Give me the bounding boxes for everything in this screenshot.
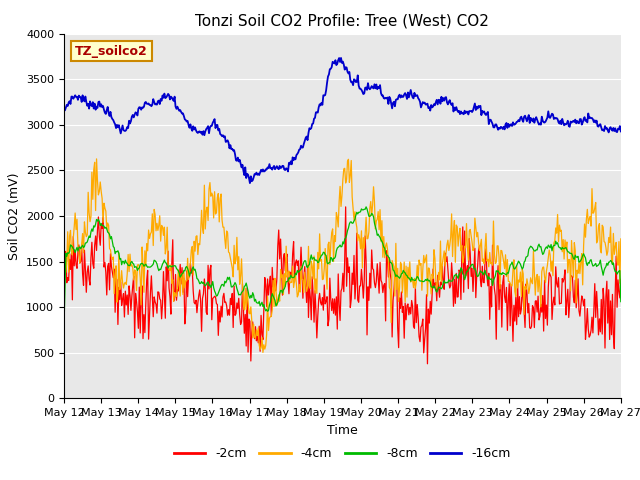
-4cm xyxy=(314,250,322,255)
-16cm xyxy=(60,104,68,110)
-8cm xyxy=(312,257,320,263)
X-axis label: Time: Time xyxy=(327,424,358,437)
-8cm xyxy=(362,204,370,210)
-2cm xyxy=(342,204,349,210)
Line: -4cm: -4cm xyxy=(64,159,621,352)
-16cm xyxy=(481,111,489,117)
-8cm xyxy=(159,261,166,267)
-2cm xyxy=(60,274,68,280)
-8cm xyxy=(204,280,211,286)
-16cm xyxy=(434,102,442,108)
-4cm xyxy=(60,274,68,279)
-16cm xyxy=(313,109,321,115)
-4cm xyxy=(481,244,489,250)
-2cm xyxy=(481,256,489,262)
-16cm xyxy=(159,93,166,98)
-8cm xyxy=(60,324,68,330)
Line: -8cm: -8cm xyxy=(64,207,621,327)
Line: -2cm: -2cm xyxy=(64,207,621,364)
-16cm xyxy=(246,180,253,186)
Line: -16cm: -16cm xyxy=(64,58,621,183)
-4cm xyxy=(93,156,100,162)
-4cm xyxy=(159,232,167,238)
-16cm xyxy=(204,125,211,131)
Legend: -2cm, -4cm, -8cm, -16cm: -2cm, -4cm, -8cm, -16cm xyxy=(169,442,516,465)
-2cm xyxy=(389,297,397,303)
-2cm xyxy=(204,312,211,317)
-2cm xyxy=(424,361,431,367)
-8cm xyxy=(617,299,625,304)
-4cm xyxy=(204,217,212,223)
-4cm xyxy=(617,236,625,242)
-8cm xyxy=(480,270,488,276)
-4cm xyxy=(390,264,398,270)
-2cm xyxy=(617,276,625,282)
-2cm xyxy=(312,308,320,313)
-4cm xyxy=(259,349,267,355)
Y-axis label: Soil CO2 (mV): Soil CO2 (mV) xyxy=(8,172,20,260)
-8cm xyxy=(389,267,397,273)
-16cm xyxy=(337,55,345,61)
-16cm xyxy=(617,129,625,134)
Text: TZ_soilco2: TZ_soilco2 xyxy=(75,45,148,58)
-2cm xyxy=(434,273,442,278)
-2cm xyxy=(159,300,166,306)
-16cm xyxy=(390,99,398,105)
-8cm xyxy=(433,289,440,295)
Title: Tonzi Soil CO2 Profile: Tree (West) CO2: Tonzi Soil CO2 Profile: Tree (West) CO2 xyxy=(195,13,490,28)
-4cm xyxy=(434,282,442,288)
